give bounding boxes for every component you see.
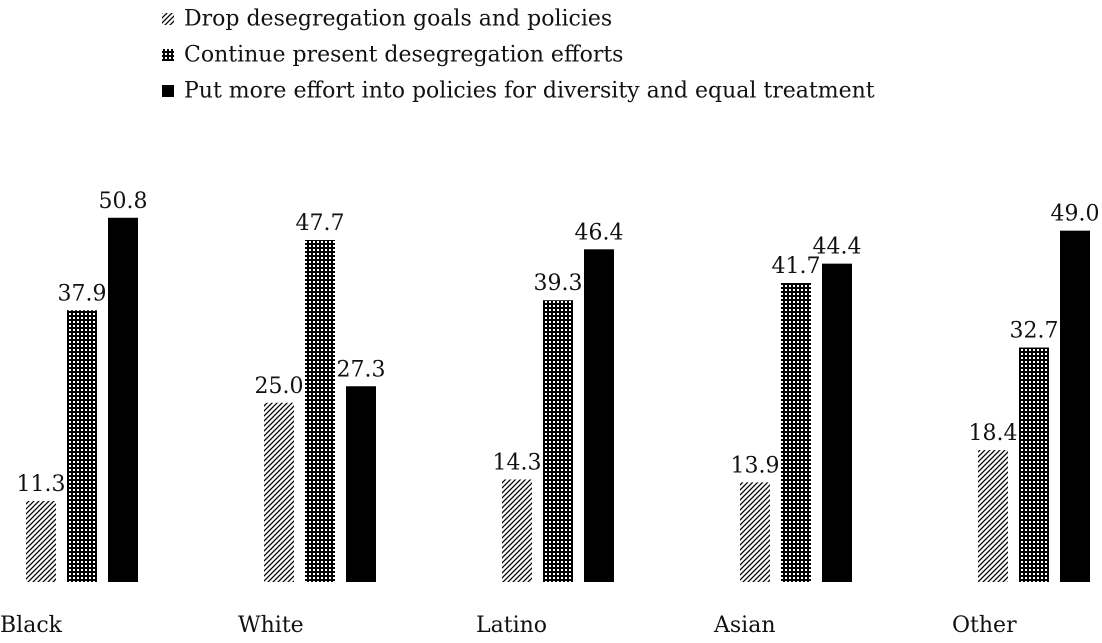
category-label-black: Black [0, 613, 63, 638]
value-labels: 11.3 37.9 50.8 25.0 47.7 27.3 14.3 39.3 46.4 13.9… [17, 189, 1100, 497]
data-label-white-series-1: 25.0 [255, 374, 304, 399]
legend-swatch-2 [162, 49, 174, 61]
data-label-black-series-2: 37.9 [58, 281, 107, 306]
legend-swatch-3 [162, 85, 174, 97]
category-label-asian: Asian [713, 613, 776, 638]
bar-asian-series-3 [822, 263, 852, 582]
bar-black-series-2 [67, 310, 97, 582]
bar-asian-series-2 [781, 283, 811, 582]
legend-label-2: Continue present desegregation efforts [184, 43, 623, 68]
bar-black-series-1 [26, 500, 56, 582]
bar-other-series-3 [1060, 230, 1090, 583]
data-label-latino-series-2: 39.3 [534, 271, 583, 296]
data-label-other-series-1: 18.4 [969, 421, 1018, 446]
data-label-black-series-1: 11.3 [17, 472, 66, 497]
category-label-other: Other [952, 613, 1017, 638]
data-label-asian-series-2: 41.7 [772, 254, 821, 279]
bar-black-series-3 [108, 217, 138, 582]
bar-other-series-1 [978, 450, 1008, 582]
category-label-latino: Latino [476, 613, 547, 638]
bar-white-series-3 [346, 386, 376, 582]
legend-swatch-1 [162, 13, 174, 25]
bar-white-series-1 [264, 402, 294, 582]
bar-latino-series-2 [543, 300, 573, 582]
bar-other-series-2 [1019, 347, 1049, 582]
data-label-other-series-3: 49.0 [1051, 202, 1100, 227]
bar-latino-series-3 [584, 249, 614, 582]
category-labels: Black White Latino Asian Other [0, 613, 1017, 638]
data-label-white-series-3: 27.3 [337, 357, 386, 382]
data-label-black-series-3: 50.8 [99, 189, 148, 214]
data-label-other-series-2: 32.7 [1010, 319, 1059, 344]
data-label-asian-series-1: 13.9 [731, 453, 780, 478]
data-label-latino-series-1: 14.3 [493, 450, 542, 475]
bar-white-series-2 [305, 239, 335, 582]
bar-latino-series-1 [502, 479, 532, 582]
data-label-latino-series-3: 46.4 [575, 220, 624, 245]
bar-asian-series-1 [740, 482, 770, 582]
category-label-white: White [238, 613, 304, 638]
legend-label-3: Put more effort into policies for divers… [184, 79, 875, 104]
legend: Drop desegregation goals and policies Con… [162, 7, 875, 104]
bars [26, 217, 1090, 583]
data-label-asian-series-3: 44.4 [813, 235, 862, 260]
legend-label-1: Drop desegregation goals and policies [184, 7, 612, 32]
data-label-white-series-2: 47.7 [296, 211, 345, 236]
